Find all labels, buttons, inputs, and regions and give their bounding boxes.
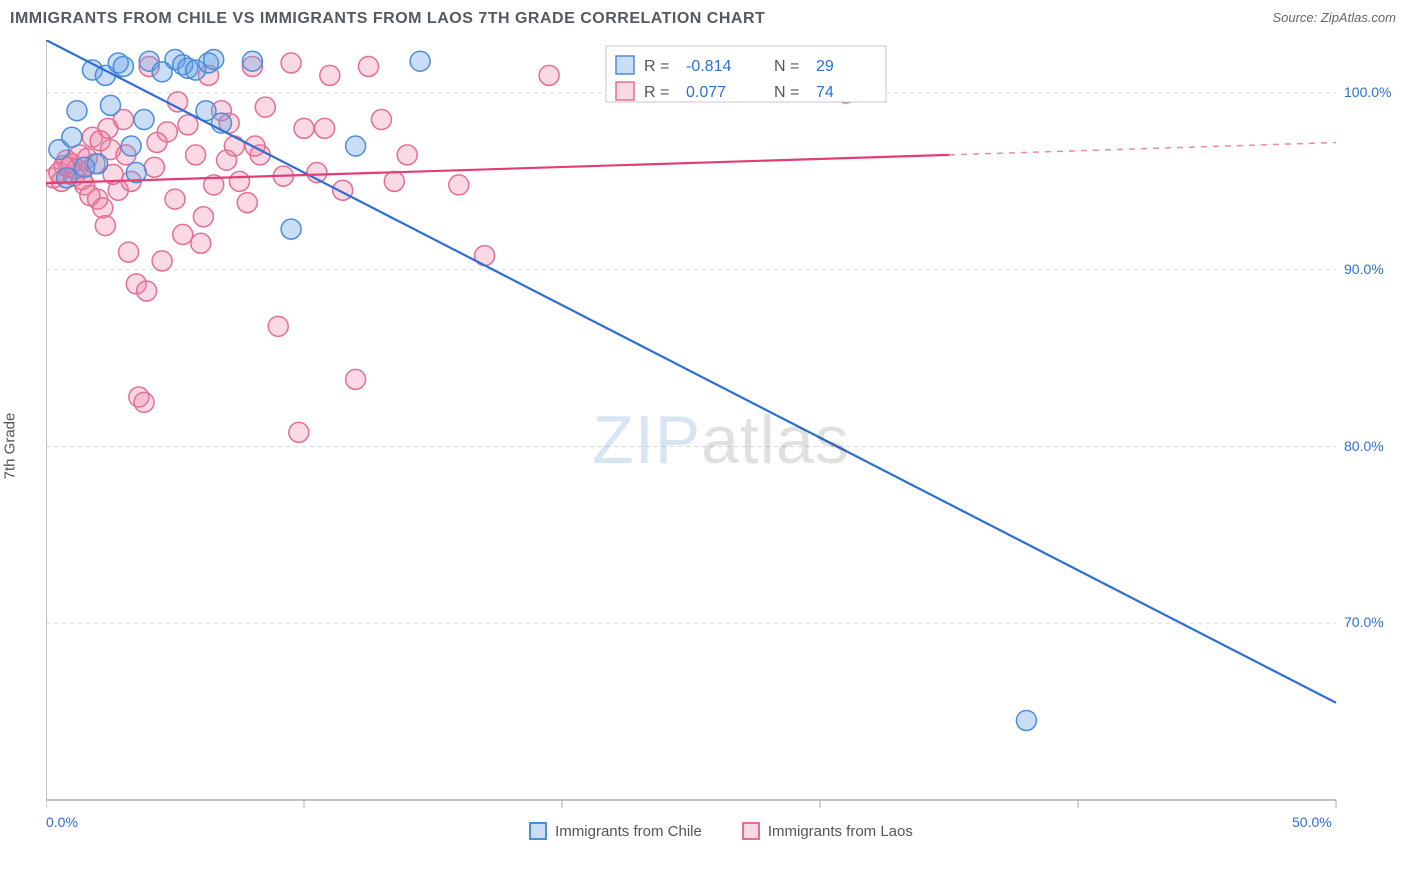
legend-label-chile: Immigrants from Chile [555, 823, 702, 840]
legend-item-laos: Immigrants from Laos [742, 822, 913, 840]
chart-area: R =-0.814N =29R = 0.077N =74 ZIPatlas 0.… [46, 40, 1396, 840]
legend-swatch-chile [529, 822, 547, 840]
bottom-legend: Immigrants from Chile Immigrants from La… [46, 822, 1396, 840]
scatter-chart-svg: R = -0.814 N = 29 R = 0.077 N = 74 [46, 40, 1396, 840]
svg-text:N =: N = [774, 58, 799, 75]
svg-text:-0.814: -0.814 [686, 58, 731, 75]
svg-text:74: 74 [816, 84, 834, 101]
svg-text:29: 29 [816, 58, 834, 75]
chart-title: IMMIGRANTS FROM CHILE VS IMMIGRANTS FROM… [10, 10, 765, 28]
svg-text:R =: R = [644, 58, 669, 75]
chart-source: Source: ZipAtlas.com [1272, 10, 1396, 25]
svg-text:R =: R = [644, 84, 669, 101]
y-axis-label: 7th Grade [2, 413, 19, 480]
svg-text:N =: N = [774, 84, 799, 101]
source-name: ZipAtlas.com [1321, 10, 1396, 25]
chart-header: IMMIGRANTS FROM CHILE VS IMMIGRANTS FROM… [10, 10, 1396, 28]
legend-label-laos: Immigrants from Laos [768, 823, 913, 840]
source-prefix: Source: [1272, 10, 1320, 25]
legend-swatch-laos [742, 822, 760, 840]
svg-text:0.077: 0.077 [686, 84, 726, 101]
legend-item-chile: Immigrants from Chile [529, 822, 702, 840]
